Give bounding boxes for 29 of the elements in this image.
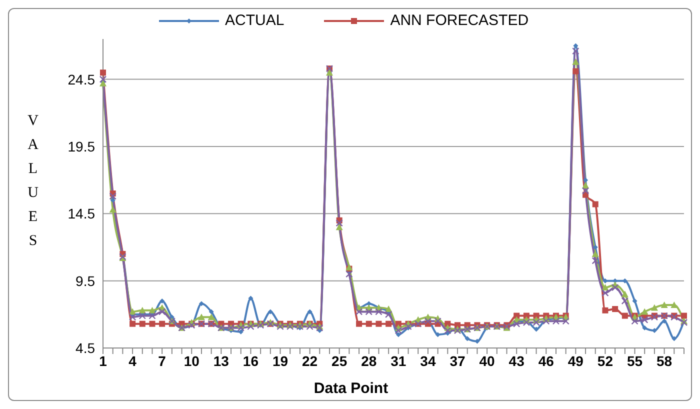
y-tick-label: 19.5 <box>68 138 96 154</box>
x-tick-label: 46 <box>538 352 554 369</box>
x-tick-label: 31 <box>390 352 406 369</box>
x-tick-label: 19 <box>272 352 288 369</box>
y-tick-label: 9.5 <box>76 272 96 289</box>
x-tick-label: 52 <box>597 352 614 369</box>
x-tick-label: 34 <box>420 352 436 369</box>
x-tick-label: 28 <box>361 352 377 369</box>
x-tick-label: 16 <box>242 352 259 369</box>
legend-label: ANN FORECASTED <box>390 12 529 29</box>
y-tick-label: 24.5 <box>68 71 96 88</box>
x-tick-label: 25 <box>332 352 348 369</box>
y-axis-title: VALUES <box>26 112 40 251</box>
y-tick-label: 4.5 <box>76 340 96 356</box>
x-tick-label: 49 <box>568 352 584 369</box>
x-tick-label: 1 <box>99 352 108 369</box>
y-tick-label: 14.5 <box>68 206 96 222</box>
x-tick-label: 13 <box>213 352 230 369</box>
x-tick-label: 58 <box>656 352 672 369</box>
legend-label: ACTUAL <box>225 12 284 29</box>
x-tick-label: 7 <box>158 352 166 369</box>
x-tick-label: 40 <box>479 352 496 369</box>
x-tick-label: 10 <box>184 352 200 369</box>
x-tick-label: 4 <box>128 352 137 369</box>
x-axis-title: Data Point <box>312 380 390 397</box>
x-tick-label: 43 <box>508 352 525 369</box>
x-tick-label: 22 <box>302 352 318 369</box>
x-tick-label: 37 <box>450 352 466 369</box>
x-tick-label: 55 <box>626 352 643 369</box>
